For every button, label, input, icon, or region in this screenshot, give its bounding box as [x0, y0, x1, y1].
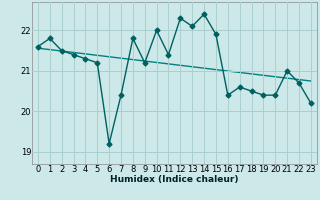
- X-axis label: Humidex (Indice chaleur): Humidex (Indice chaleur): [110, 175, 239, 184]
